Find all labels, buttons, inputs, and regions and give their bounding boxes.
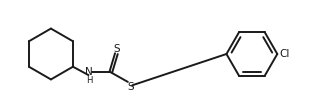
Text: S: S [113,44,120,54]
Text: S: S [127,82,134,92]
Text: N: N [85,67,93,77]
Text: Cl: Cl [280,49,290,59]
Text: H: H [86,76,92,85]
